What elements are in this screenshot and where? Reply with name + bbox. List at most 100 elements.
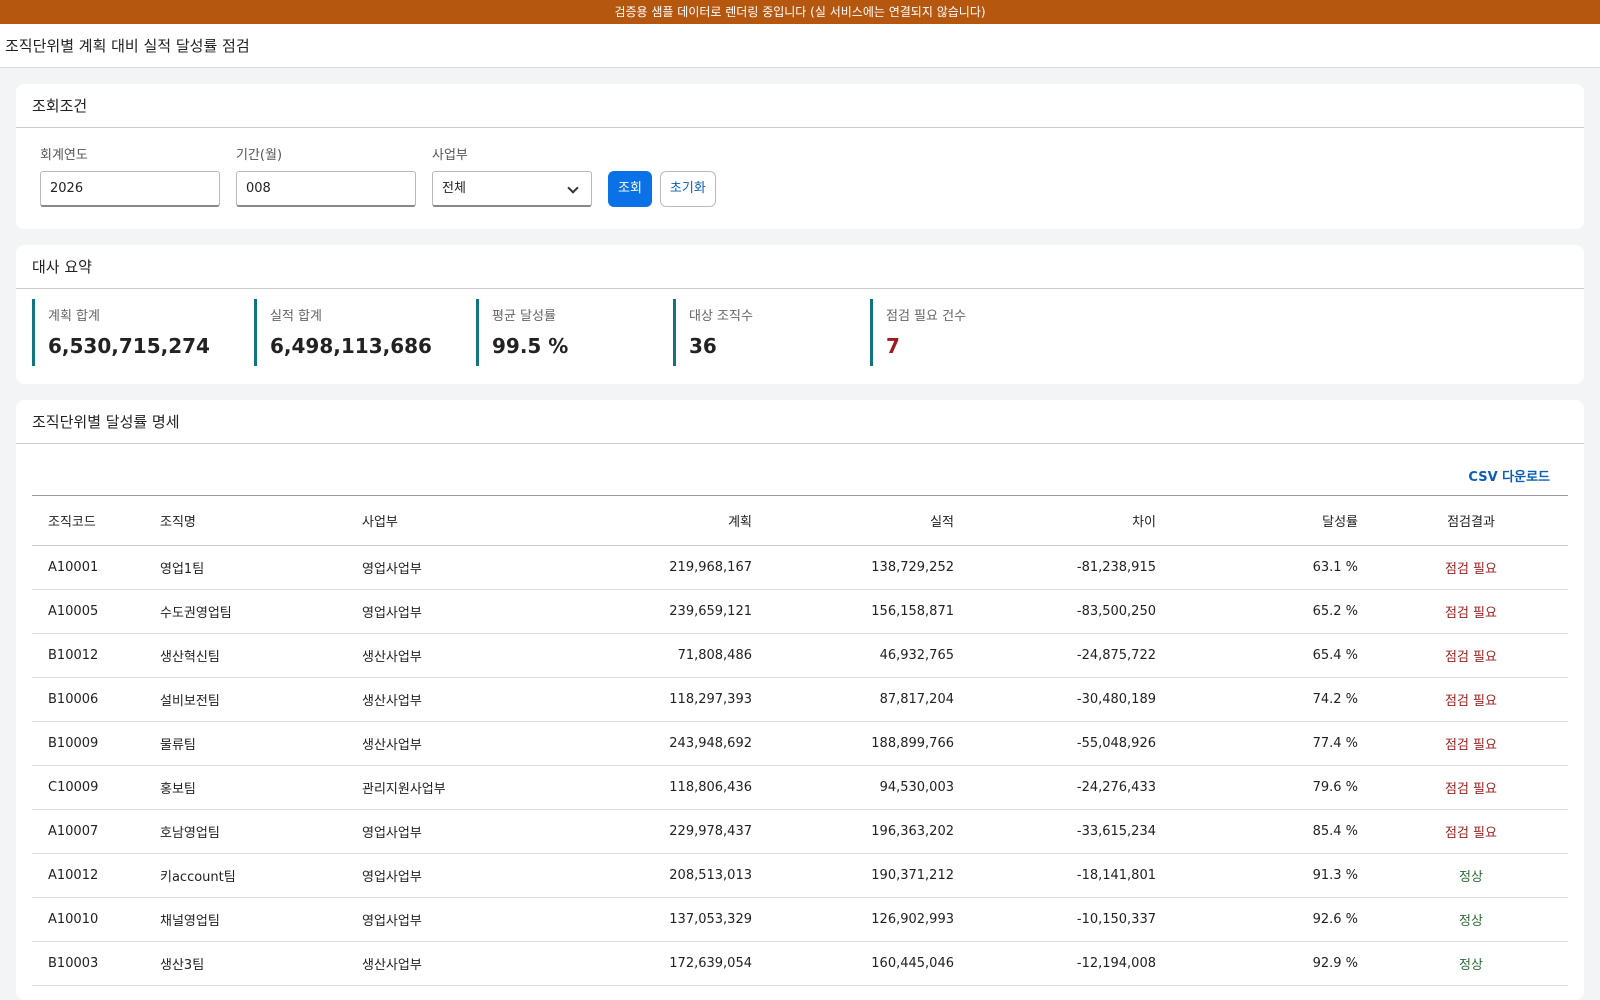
- column-header: 조직코드: [32, 495, 144, 546]
- text-input[interactable]: 008: [236, 171, 416, 207]
- table-cell: 94,530,003: [768, 765, 970, 810]
- table-cell: B10006: [32, 677, 144, 722]
- table-cell: 점검 필요: [1374, 589, 1568, 634]
- table-cell: 77.4 %: [1172, 721, 1374, 766]
- table-row: B10012 생산혁신팀 생산사업부 71,808,486 46,932,765 -24,…: [32, 633, 1568, 678]
- panel-title: 조회조건: [16, 84, 1584, 128]
- table-cell: 영업사업부: [346, 853, 566, 898]
- table-cell: 172,639,054: [566, 941, 768, 986]
- table-cell: 156,158,871: [768, 589, 970, 634]
- table-cell: 채널영업팀: [144, 897, 346, 942]
- table-cell: A10012: [32, 853, 144, 898]
- table-cell: 수도권영업팀: [144, 589, 346, 634]
- text-input[interactable]: 2026: [40, 171, 220, 207]
- table-cell: 74.2 %: [1172, 677, 1374, 722]
- panel-title: 조직단위별 달성률 명세: [16, 400, 1584, 444]
- table-cell: A10001: [32, 545, 144, 590]
- table-cell: 196,363,202: [768, 809, 970, 854]
- table-cell: 138,729,252: [768, 545, 970, 590]
- table-cell: 126,902,993: [768, 897, 970, 942]
- table-cell: 137,053,329: [566, 897, 768, 942]
- table-cell: 190,371,212: [768, 853, 970, 898]
- table-cell: -24,875,722: [970, 633, 1172, 678]
- table-cell: 물류팀: [144, 721, 346, 766]
- table-cell: 87,817,204: [768, 677, 970, 722]
- filter-field: 기간(월) 008: [236, 144, 416, 207]
- field-label: 회계연도: [40, 148, 88, 163]
- table-cell: -33,615,234: [970, 809, 1172, 854]
- table-cell: 65.4 %: [1172, 633, 1374, 678]
- table-row: B10003 생산3팀 생산사업부 172,639,054 160,445,046 -12…: [32, 941, 1568, 986]
- table-cell: 생산사업부: [346, 677, 566, 722]
- table-cell: 호남영업팀: [144, 809, 346, 854]
- filter-field: 사업부 전체: [432, 144, 592, 207]
- summary-card: 점검 필요 건수 7: [870, 299, 990, 366]
- table-row: A10005 수도권영업팀 영업사업부 239,659,121 156,158,871-…: [32, 589, 1568, 634]
- table-body: A10001 영업1팀 영업사업부 219,968,167 138,729,252 -81…: [32, 545, 1568, 986]
- summary-card: 계획 합계 6,530,715,274: [32, 299, 212, 366]
- table-cell: -83,500,250: [970, 589, 1172, 634]
- card-value: 7: [886, 334, 900, 358]
- button[interactable]: 조회: [608, 171, 652, 207]
- table-cell: -55,048,926: [970, 721, 1172, 766]
- table-cell: 점검 필요: [1374, 721, 1568, 766]
- card-label: 대상 조직수: [689, 309, 753, 324]
- filter-field: 회계연도 2026: [40, 144, 220, 207]
- table-row: A10012 키account팀 영업사업부 208,513,013 190,371,2…: [32, 853, 1568, 898]
- table-cell: 243,948,692: [566, 721, 768, 766]
- table-cell: 점검 필요: [1374, 809, 1568, 854]
- card-value: 6,530,715,274: [48, 334, 210, 358]
- filter-row: 회계연도 2026 기간(월) 008 사업부 전체 조회 초기화: [16, 128, 1584, 229]
- table-cell: 79.6 %: [1172, 765, 1374, 810]
- page-title: 조직단위별 계획 대비 실적 달성률 점검: [0, 24, 1600, 68]
- column-header: 조직명: [144, 495, 346, 546]
- detail-panel: 조직단위별 달성률 명세 CSV 다운로드 조직코드 조직명 사업부 계획 실적 차이 달성…: [16, 400, 1584, 1000]
- summary-card: 대상 조직수 36: [673, 299, 828, 366]
- table-cell: 65.2 %: [1172, 589, 1374, 634]
- table-cell: 219,968,167: [566, 545, 768, 590]
- column-header: 달성률: [1172, 495, 1374, 546]
- table-cell: -24,276,433: [970, 765, 1172, 810]
- table-cell: 92.6 %: [1172, 897, 1374, 942]
- table-cell: -18,141,801: [970, 853, 1172, 898]
- card-value: 36: [689, 334, 717, 358]
- table-cell: -81,238,915: [970, 545, 1172, 590]
- table-cell: 생산사업부: [346, 941, 566, 986]
- table-cell: B10012: [32, 633, 144, 678]
- table-cell: 208,513,013: [566, 853, 768, 898]
- card-value: 6,498,113,686: [270, 334, 432, 358]
- table-cell: 영업사업부: [346, 545, 566, 590]
- table-cell: 점검 필요: [1374, 765, 1568, 810]
- table-cell: C10009: [32, 765, 144, 810]
- table-cell: 관리지원사업부: [346, 765, 566, 810]
- card-value: 99.5 %: [492, 334, 569, 358]
- column-header: 차이: [970, 495, 1172, 546]
- table-cell: 영업사업부: [346, 897, 566, 942]
- table-cell: 생산사업부: [346, 633, 566, 678]
- summary-card: 평균 달성률 99.5 %: [476, 299, 631, 366]
- table-row: A10007 호남영업팀 영업사업부 229,978,437 196,363,202 -3…: [32, 809, 1568, 854]
- csv-download[interactable]: CSV 다운로드: [1468, 470, 1550, 485]
- table-cell: 정상: [1374, 897, 1568, 942]
- table-cell: 생산혁신팀: [144, 633, 346, 678]
- column-header: 실적: [768, 495, 970, 546]
- table-row: A10010 채널영업팀 영업사업부 137,053,329 126,902,993 -1…: [32, 897, 1568, 942]
- table-cell: 정상: [1374, 941, 1568, 986]
- table-row: B10009 물류팀 생산사업부 243,948,692 188,899,766 -55,…: [32, 721, 1568, 766]
- table-cell: 118,297,393: [566, 677, 768, 722]
- table-row: A10001 영업1팀 영업사업부 219,968,167 138,729,252 -81…: [32, 545, 1568, 590]
- column-header: 점검결과: [1374, 495, 1568, 546]
- table-cell: 85.4 %: [1172, 809, 1374, 854]
- button[interactable]: 초기화: [659, 171, 716, 207]
- detail-table: 조직코드 조직명 사업부 계획 실적 차이 달성률 점검결과 A10001 영업1팀 영업사업부 2…: [32, 495, 1568, 986]
- table-cell: 239,659,121: [566, 589, 768, 634]
- table-cell: 점검 필요: [1374, 677, 1568, 722]
- table-cell: 160,445,046: [768, 941, 970, 986]
- select[interactable]: 전체: [432, 171, 592, 207]
- card-label: 점검 필요 건수: [886, 309, 967, 324]
- button-group: 조회 초기화: [608, 171, 716, 207]
- table-cell: 점검 필요: [1374, 633, 1568, 678]
- table-cell: 92.9 %: [1172, 941, 1374, 986]
- table-cell: 46,932,765: [768, 633, 970, 678]
